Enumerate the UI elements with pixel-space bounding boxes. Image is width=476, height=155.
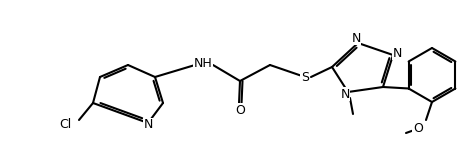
Text: O: O bbox=[235, 104, 244, 117]
Text: N: N bbox=[351, 31, 360, 44]
Text: S: S bbox=[300, 71, 308, 84]
Text: Cl: Cl bbox=[59, 119, 71, 131]
Text: N: N bbox=[391, 46, 401, 60]
Text: N: N bbox=[339, 88, 349, 100]
Text: O: O bbox=[412, 122, 422, 135]
Text: NH: NH bbox=[193, 57, 212, 69]
Text: N: N bbox=[143, 119, 152, 131]
